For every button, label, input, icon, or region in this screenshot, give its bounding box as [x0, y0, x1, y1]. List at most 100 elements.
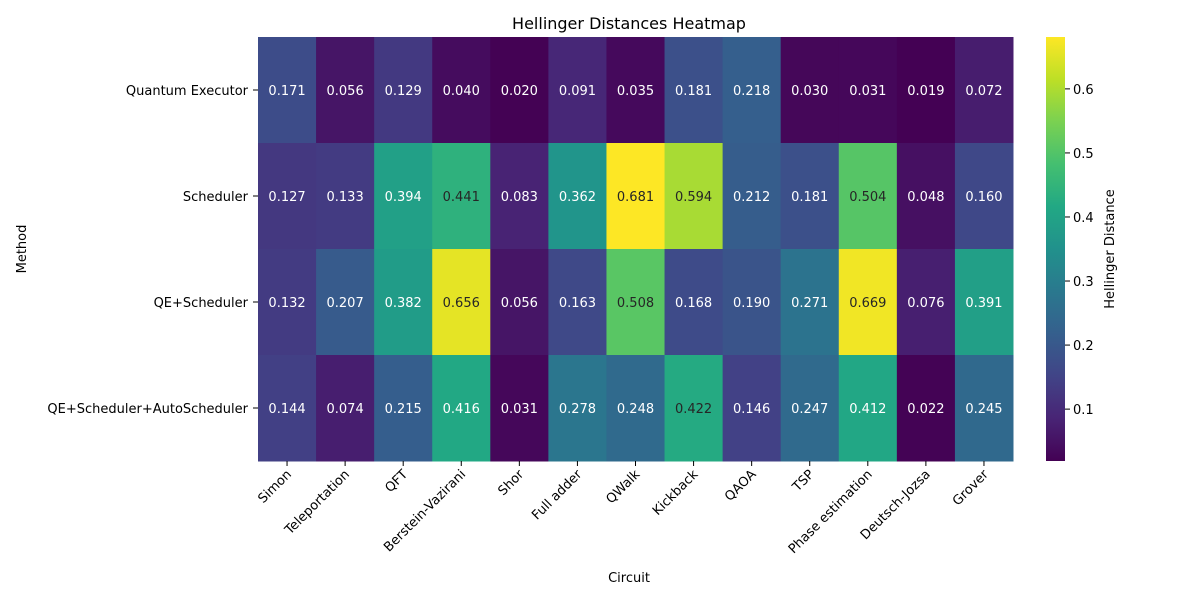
column-tick-label: Kickback — [650, 467, 702, 519]
column-tick-label: QWalk — [603, 467, 643, 507]
heatmap-cell — [896, 249, 956, 356]
heatmap-cell — [548, 249, 607, 356]
cell-value-label: 0.422 — [675, 402, 712, 417]
heatmap-cell — [780, 249, 840, 356]
cell-value-label: 0.391 — [965, 296, 1002, 311]
heatmap-cell — [954, 37, 1014, 144]
cell-value-label: 0.681 — [617, 190, 654, 205]
colorbar-label: Hellinger Distance — [1103, 189, 1118, 308]
cell-value-label: 0.040 — [443, 84, 480, 99]
cell-value-label: 0.504 — [849, 190, 886, 205]
heatmap-cell — [316, 143, 375, 250]
heatmap-cell — [374, 249, 433, 356]
cell-value-label: 0.091 — [559, 84, 596, 99]
heatmap-cell — [722, 355, 782, 462]
cell-value-label: 0.031 — [849, 84, 886, 99]
column-tick-label: Full adder — [529, 467, 585, 523]
cell-value-label: 0.594 — [675, 190, 712, 205]
cell-value-label: 0.163 — [559, 296, 596, 311]
cell-value-label: 0.362 — [559, 190, 596, 205]
row-tick-label: Quantum Executor — [126, 84, 249, 99]
heatmap-cell — [664, 143, 724, 250]
heatmap-cell — [838, 249, 898, 356]
cell-value-label: 0.215 — [385, 402, 422, 417]
heatmap-cell — [548, 355, 607, 462]
cell-value-label: 0.019 — [907, 84, 944, 99]
cell-value-label: 0.160 — [965, 190, 1002, 205]
cell-value-label: 0.656 — [443, 296, 480, 311]
heatmap-cell — [374, 355, 433, 462]
heatmap-cell — [896, 355, 956, 462]
cell-value-label: 0.248 — [617, 402, 654, 417]
heatmap-cell — [838, 355, 898, 462]
heatmap-cell — [780, 143, 840, 250]
cell-value-label: 0.020 — [501, 84, 538, 99]
heatmap-cell — [258, 37, 317, 144]
cell-value-label: 0.132 — [268, 296, 305, 311]
heatmap-cell — [432, 37, 491, 144]
heatmap-cell — [490, 355, 549, 462]
cell-value-label: 0.144 — [268, 402, 305, 417]
heatmap-cell — [838, 143, 898, 250]
heatmap-cell — [316, 37, 375, 144]
row-tick-label: QE+Scheduler+AutoScheduler — [47, 402, 248, 417]
cell-value-label: 0.056 — [501, 296, 538, 311]
cell-value-label: 0.048 — [907, 190, 944, 205]
cell-value-label: 0.508 — [617, 296, 654, 311]
heatmap-cell — [664, 355, 724, 462]
cell-value-label: 0.218 — [733, 84, 770, 99]
heatmap-cell — [490, 249, 549, 356]
heatmap-cell — [316, 355, 375, 462]
cell-value-label: 0.190 — [733, 296, 770, 311]
row-tick-label: Scheduler — [183, 190, 249, 205]
heatmap-cell — [258, 143, 317, 250]
cell-value-label: 0.245 — [965, 402, 1002, 417]
heatmap-cell — [490, 37, 549, 144]
colorbar-tick-label: 0.3 — [1073, 275, 1094, 290]
heatmap-cell — [606, 355, 666, 462]
heatmap-cell — [780, 37, 840, 144]
heatmap-cell — [896, 37, 956, 144]
colorbar — [1046, 37, 1065, 461]
row-tick-label: QE+Scheduler — [154, 296, 249, 311]
x-axis-label: Circuit — [608, 571, 650, 586]
colorbar-tick-label: 0.1 — [1073, 403, 1094, 418]
column-tick-label: Simon — [255, 467, 294, 506]
cell-value-label: 0.441 — [443, 190, 480, 205]
cell-value-label: 0.031 — [501, 402, 538, 417]
cell-value-label: 0.035 — [617, 84, 654, 99]
cell-value-label: 0.030 — [791, 84, 828, 99]
heatmap-cell — [722, 37, 782, 144]
cell-value-label: 0.146 — [733, 402, 770, 417]
cell-value-label: 0.416 — [443, 402, 480, 417]
heatmap-cell-labels: 0.171 0.056 0.129 0.040 0.020 0.091 0.035 0.181… — [268, 84, 1002, 417]
heatmap-cell — [896, 143, 956, 250]
heatmap-cell — [606, 249, 666, 356]
heatmap-cell — [606, 143, 666, 250]
column-tick-label: QAOA — [722, 467, 759, 504]
colorbar-tick-label: 0.4 — [1073, 211, 1094, 226]
colorbar-tick-label: 0.2 — [1073, 339, 1094, 354]
cell-value-label: 0.022 — [907, 402, 944, 417]
heatmap-cell — [606, 37, 666, 144]
cell-value-label: 0.394 — [385, 190, 422, 205]
column-tick-label: Shor — [495, 467, 527, 499]
cell-value-label: 0.133 — [327, 190, 364, 205]
cell-value-label: 0.072 — [965, 84, 1002, 99]
heatmap-cell — [954, 249, 1014, 356]
cell-value-label: 0.074 — [327, 402, 364, 417]
heatmap-cell — [664, 37, 724, 144]
colorbar-tick-label: 0.5 — [1073, 147, 1094, 162]
heatmap-cell — [374, 143, 433, 250]
heatmap-cell — [316, 249, 375, 356]
cell-value-label: 0.181 — [791, 190, 828, 205]
heatmap-cell — [722, 249, 782, 356]
heatmap-cells — [258, 37, 1014, 462]
heatmap-cell — [780, 355, 840, 462]
heatmap-cell — [432, 143, 491, 250]
cell-value-label: 0.127 — [268, 190, 305, 205]
heatmap-cell — [490, 143, 549, 250]
heatmap-cell — [548, 143, 607, 250]
cell-value-label: 0.207 — [327, 296, 364, 311]
